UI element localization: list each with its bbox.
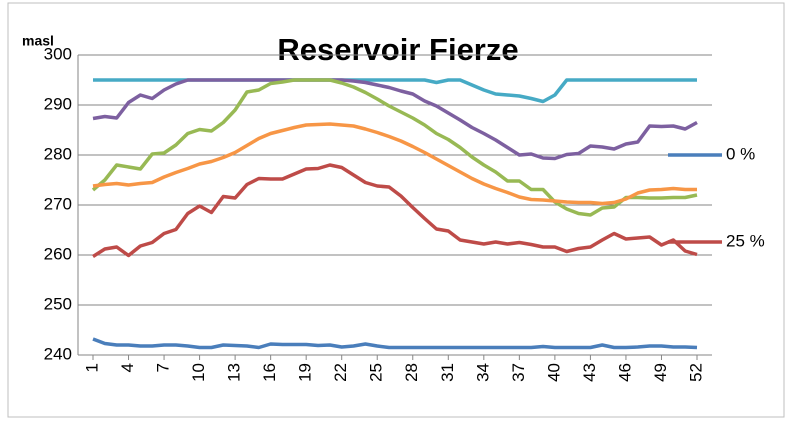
x-tick-label: 40 (544, 363, 563, 382)
x-tick-label: 4 (118, 363, 137, 372)
x-tick-label: 46 (615, 363, 634, 382)
y-tick-label: 270 (44, 194, 72, 213)
x-tick-label: 31 (438, 363, 457, 382)
x-tick-label: 37 (509, 363, 528, 382)
x-tick-label: 7 (154, 363, 173, 372)
x-tick-label: 43 (580, 363, 599, 382)
y-tick-label: 280 (44, 144, 72, 163)
x-tick-label: 19 (296, 363, 315, 382)
series-line (91, 78, 698, 217)
y-tick-label: 290 (44, 94, 72, 113)
series-line (92, 122, 697, 206)
x-tick-label: 1 (82, 363, 101, 372)
x-tick-label: 25 (367, 363, 386, 382)
x-tick-label: 22 (331, 363, 350, 382)
series-line (92, 78, 698, 161)
chart-title: Reservoir Fierze (277, 32, 518, 67)
y-tick-label: 300 (44, 44, 72, 63)
legend-label: 0 % (726, 144, 755, 163)
series-line (92, 337, 698, 350)
x-tick-label: 16 (260, 363, 279, 382)
y-tick-label: 250 (44, 294, 72, 313)
legend-label: 25 % (726, 231, 765, 250)
chart-border (7, 2, 785, 418)
y-tick-label: 240 (44, 344, 72, 363)
x-tick-label: 49 (651, 363, 670, 382)
y-tick-label: 260 (44, 244, 72, 263)
y-axis-label: masl (22, 33, 54, 49)
x-tick-label: 34 (473, 363, 492, 382)
series-line (92, 163, 698, 258)
x-tick-label: 28 (402, 363, 421, 382)
x-tick-label: 52 (686, 363, 705, 382)
x-tick-label: 13 (225, 363, 244, 382)
x-tick-label: 10 (189, 363, 208, 382)
